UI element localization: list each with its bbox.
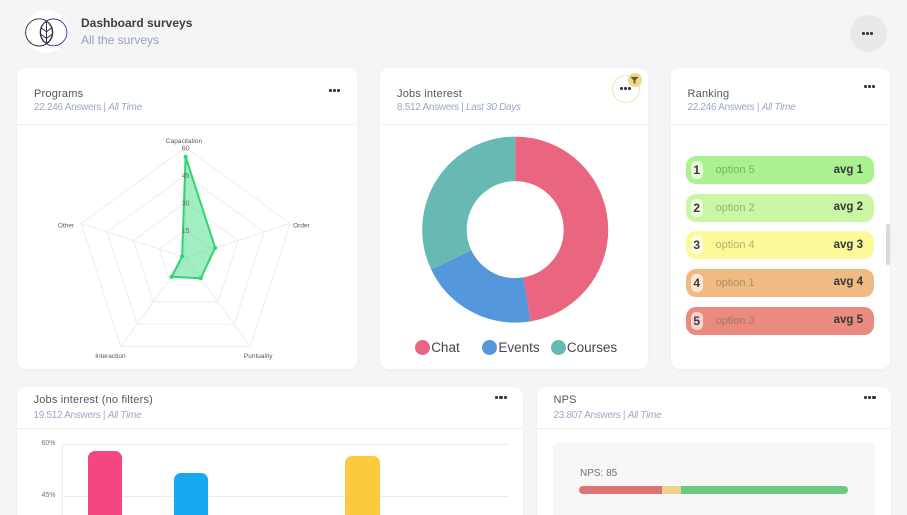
svg-text:45: 45 — [182, 173, 190, 180]
svg-text:Order: Order — [293, 222, 310, 229]
svg-text:15: 15 — [182, 228, 190, 235]
svg-text:Other: Other — [58, 222, 75, 229]
svg-text:60: 60 — [182, 145, 190, 152]
svg-text:30: 30 — [182, 200, 190, 207]
svg-text:Interaction: Interaction — [95, 353, 126, 360]
svg-text:Puntuality: Puntuality — [244, 353, 273, 360]
svg-text:Capacitation: Capacitation — [166, 138, 203, 145]
